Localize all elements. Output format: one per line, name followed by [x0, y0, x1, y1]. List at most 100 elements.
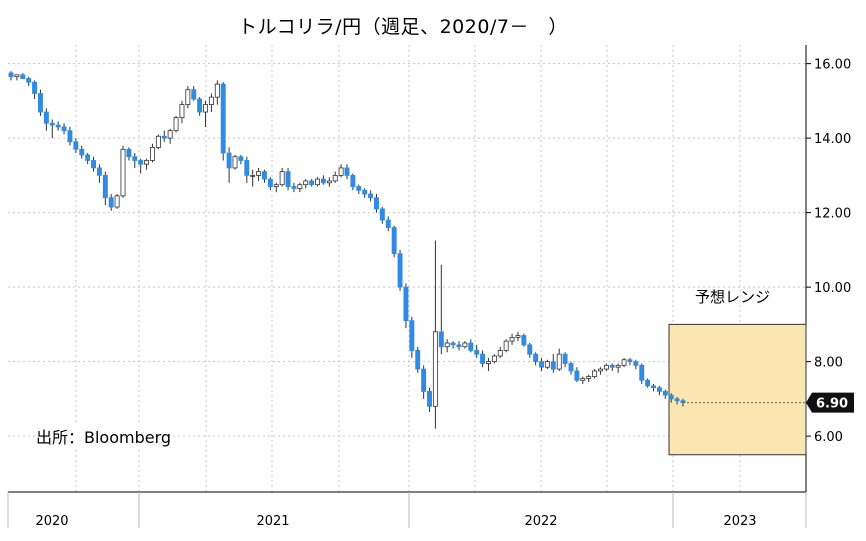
candle-body — [79, 148, 85, 156]
candle-body — [20, 74, 26, 79]
candle-body — [409, 320, 415, 351]
x-tick-label: 2023 — [723, 514, 756, 529]
candle-body — [368, 193, 374, 199]
candle-body — [320, 178, 326, 184]
candle-body — [315, 178, 320, 186]
candle-body — [332, 174, 338, 182]
candle-body — [374, 197, 379, 210]
candle-body — [262, 171, 267, 180]
candle-body — [120, 148, 126, 197]
candle-body — [132, 156, 138, 161]
candle-body — [49, 122, 55, 126]
candle-body — [91, 160, 96, 169]
candle-body — [662, 391, 668, 396]
candle-body — [615, 364, 621, 368]
candle-body — [208, 96, 214, 106]
candle-body — [509, 337, 515, 342]
candle-body — [491, 355, 497, 363]
candle-body — [144, 160, 150, 165]
candle-body — [627, 359, 633, 363]
candle-body — [102, 174, 108, 199]
y-tick-label: 14.00 — [814, 132, 851, 147]
candle-body — [291, 186, 297, 189]
candle-body — [173, 117, 179, 132]
candle-body — [238, 156, 244, 161]
candle-body — [539, 361, 544, 368]
candle-body — [273, 184, 279, 187]
candle-body — [309, 180, 315, 186]
candle-body — [108, 197, 114, 208]
x-tick-label: 2020 — [35, 514, 68, 529]
candle-body — [580, 377, 586, 381]
candle-body — [598, 368, 603, 372]
candle-body — [185, 89, 191, 105]
candle-body — [592, 370, 598, 377]
candle-body — [126, 148, 132, 158]
candle-body — [474, 350, 480, 355]
candle-body — [586, 376, 592, 379]
candle-body — [279, 171, 285, 186]
candle-body — [480, 353, 486, 364]
y-tick-label: 6.00 — [814, 430, 843, 445]
last-value-label: 6.90 — [816, 397, 848, 412]
candle-body — [621, 359, 627, 366]
candle-body — [161, 135, 167, 139]
candle-body — [438, 331, 444, 348]
candle-body — [43, 111, 49, 124]
candle-body — [639, 364, 645, 381]
candle-body — [379, 208, 385, 221]
candle-body — [220, 83, 226, 154]
y-tick-label: 10.00 — [814, 281, 851, 296]
candle-body — [179, 104, 185, 119]
candle-body — [338, 167, 344, 176]
source-note: 出所：Bloomberg — [36, 424, 172, 448]
candle-body — [421, 368, 427, 392]
candle-body — [603, 364, 609, 370]
candle-body — [403, 286, 409, 322]
candle-body — [61, 126, 67, 132]
candle-body — [14, 74, 20, 78]
candle-body — [350, 174, 356, 187]
candle-body — [203, 104, 208, 113]
candle-body — [67, 130, 73, 143]
candle-body — [497, 350, 503, 357]
candle-body — [515, 335, 521, 338]
candle-body — [73, 141, 79, 150]
candle-body — [344, 167, 350, 176]
candle-body — [668, 394, 674, 400]
forecast-range-label: 予想レンジ — [695, 288, 771, 306]
candle-body — [391, 227, 397, 254]
candle-body — [197, 98, 203, 113]
candle-body — [32, 81, 38, 94]
candle-body — [38, 93, 43, 113]
candle-body — [556, 353, 562, 370]
candle-body — [462, 342, 468, 348]
candle-body — [155, 135, 161, 148]
forecast-range-box — [668, 323, 807, 456]
candle-body — [656, 387, 662, 392]
candle-body — [609, 364, 615, 368]
candle-body — [26, 78, 32, 83]
candle-body — [503, 340, 509, 351]
candle-body — [232, 156, 238, 169]
candle-body — [167, 130, 173, 139]
candle-body — [8, 72, 14, 78]
candle-body — [651, 385, 656, 389]
candle-body — [256, 171, 262, 176]
candle-body — [226, 152, 232, 169]
candle-body — [191, 89, 197, 100]
candle-body — [96, 167, 102, 176]
candle-body — [568, 363, 574, 372]
candle-body — [326, 180, 332, 184]
candle-body — [250, 174, 256, 177]
y-tick-label: 8.00 — [814, 356, 843, 371]
candle-body — [356, 186, 362, 191]
candle-body — [486, 361, 491, 364]
candle-body — [456, 344, 462, 348]
candle-body — [645, 379, 651, 387]
candle-body — [450, 342, 456, 346]
candle-body — [444, 342, 450, 348]
last-value-badge — [806, 392, 854, 413]
